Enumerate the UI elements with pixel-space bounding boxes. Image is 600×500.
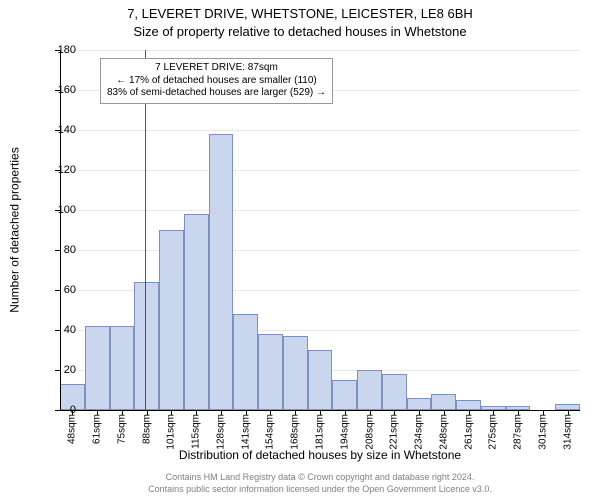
xtick-label: 208sqm bbox=[364, 414, 375, 450]
histogram-bar bbox=[134, 282, 159, 410]
xtick-label: 181sqm bbox=[315, 414, 326, 450]
histogram-bar bbox=[209, 134, 234, 410]
histogram-bar bbox=[283, 336, 308, 410]
histogram-bar bbox=[456, 400, 481, 410]
histogram-bar bbox=[184, 214, 209, 410]
annotation-line3: 83% of semi-detached houses are larger (… bbox=[107, 87, 326, 100]
y-axis-label: Number of detached properties bbox=[6, 50, 24, 410]
annotation-box: 7 LEVERET DRIVE: 87sqm ← 17% of detached… bbox=[100, 58, 333, 104]
xtick-label: 261sqm bbox=[463, 414, 474, 450]
xtick-label: 154sqm bbox=[265, 414, 276, 450]
annotation-line2: ← 17% of detached houses are smaller (11… bbox=[107, 75, 326, 88]
histogram-bar bbox=[382, 374, 407, 410]
xtick-label: 75sqm bbox=[116, 414, 127, 444]
xtick-label: 248sqm bbox=[438, 414, 449, 450]
xtick-label: 61sqm bbox=[92, 414, 103, 444]
histogram-bar bbox=[233, 314, 258, 410]
ytick-label: 20 bbox=[46, 364, 76, 376]
y-axis-line bbox=[60, 50, 61, 410]
xtick-label: 314sqm bbox=[562, 414, 573, 450]
gridline bbox=[60, 50, 580, 51]
chart-title-line2: Size of property relative to detached ho… bbox=[0, 24, 600, 39]
histogram-bar bbox=[431, 394, 456, 410]
histogram-bar bbox=[258, 334, 283, 410]
xtick-label: 234sqm bbox=[414, 414, 425, 450]
xtick-label: 301sqm bbox=[537, 414, 548, 450]
ytick-label: 60 bbox=[46, 284, 76, 296]
gridline bbox=[60, 130, 580, 131]
chart-title-line1: 7, LEVERET DRIVE, WHETSTONE, LEICESTER, … bbox=[0, 6, 600, 21]
histogram-bar bbox=[357, 370, 382, 410]
histogram-bar bbox=[407, 398, 432, 410]
xtick-label: 88sqm bbox=[141, 414, 152, 444]
gridline bbox=[60, 170, 580, 171]
chart-container: 7, LEVERET DRIVE, WHETSTONE, LEICESTER, … bbox=[0, 0, 600, 500]
histogram-bar bbox=[159, 230, 184, 410]
histogram-bar bbox=[332, 380, 357, 410]
xtick-label: 275sqm bbox=[488, 414, 499, 450]
ytick-label: 40 bbox=[46, 324, 76, 336]
gridline bbox=[60, 250, 580, 251]
xtick-label: 48sqm bbox=[67, 414, 78, 444]
xtick-label: 101sqm bbox=[166, 414, 177, 450]
xtick-label: 168sqm bbox=[290, 414, 301, 450]
ytick-label: 100 bbox=[46, 204, 76, 216]
xtick-label: 115sqm bbox=[191, 414, 202, 449]
xtick-label: 287sqm bbox=[513, 414, 524, 450]
xtick-label: 128sqm bbox=[215, 414, 226, 450]
histogram-bar bbox=[308, 350, 333, 410]
ytick-label: 160 bbox=[46, 84, 76, 96]
gridline bbox=[60, 210, 580, 211]
xtick-label: 141sqm bbox=[240, 414, 251, 450]
license-line1: Contains HM Land Registry data © Crown c… bbox=[60, 472, 580, 482]
marker-line bbox=[145, 50, 147, 410]
ytick-label: 80 bbox=[46, 244, 76, 256]
license-line2: Contains public sector information licen… bbox=[60, 484, 580, 494]
ytick-label: 120 bbox=[46, 164, 76, 176]
annotation-line1: 7 LEVERET DRIVE: 87sqm bbox=[107, 62, 326, 75]
histogram-bar bbox=[110, 326, 135, 410]
xtick-label: 221sqm bbox=[389, 414, 400, 450]
x-axis-label: Distribution of detached houses by size … bbox=[60, 448, 580, 462]
histogram-bar bbox=[85, 326, 110, 410]
ytick-label: 180 bbox=[46, 44, 76, 56]
xtick-label: 194sqm bbox=[339, 414, 350, 450]
ytick-label: 140 bbox=[46, 124, 76, 136]
